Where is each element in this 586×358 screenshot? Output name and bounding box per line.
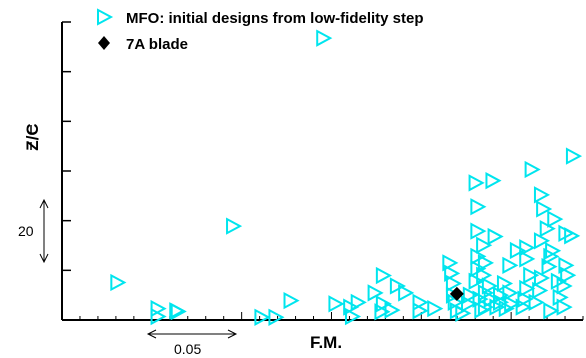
data-points: [110, 29, 583, 326]
diamond-point: [449, 286, 464, 301]
triangle-point: [489, 298, 506, 316]
triangle-point: [398, 284, 415, 302]
triangle-point: [170, 302, 187, 321]
triangle-point: [504, 295, 521, 313]
triangle-point: [344, 307, 362, 326]
triangle-point: [110, 273, 127, 292]
triangle-point: [374, 303, 391, 321]
x-scale-indicator: 0.05: [146, 329, 238, 357]
triangle-point: [528, 293, 545, 312]
triangle-point: [445, 274, 463, 293]
x-scale-arrowhead-left: [146, 329, 157, 339]
triangle-point: [536, 200, 553, 218]
triangle-point: [254, 308, 271, 326]
triangle-point: [412, 302, 429, 320]
triangle-point: [564, 227, 581, 245]
triangle-point: [462, 286, 479, 304]
triangle-point: [524, 160, 541, 179]
triangle-point: [442, 254, 459, 272]
legend-label-mfo: MFO: initial designs from low-fidelity s…: [126, 10, 424, 27]
triangle-point: [384, 301, 401, 319]
triangle-point: [533, 232, 551, 250]
y-scale-arrowhead-bottom: [39, 253, 49, 264]
triangle-point: [226, 217, 243, 235]
triangle-point: [545, 242, 562, 260]
triangle-point: [509, 241, 526, 260]
triangle-point: [560, 266, 577, 284]
triangle-point: [470, 198, 487, 216]
triangle-point: [150, 307, 167, 326]
legend-triangle-marker-icon: [97, 8, 114, 26]
triangle-point: [472, 290, 489, 308]
triangle-point: [367, 284, 384, 302]
triangle-point: [519, 250, 536, 268]
triangle-point: [533, 186, 551, 204]
legend-diamond-marker-icon: [98, 36, 110, 50]
triangle-point: [517, 290, 534, 308]
triangle-point: [502, 256, 519, 275]
triangle-point: [556, 277, 573, 295]
triangle-point: [350, 293, 367, 312]
triangle-point: [547, 210, 564, 228]
triangle-point: [444, 264, 461, 282]
triangle-point: [498, 299, 515, 318]
triangle-point: [476, 236, 493, 254]
legend: MFO: initial designs from low-fidelity s…: [97, 8, 424, 53]
triangle-point: [523, 266, 540, 284]
triangle-point: [543, 247, 560, 266]
triangle-point: [375, 266, 392, 285]
triangle-point: [343, 298, 360, 316]
triangle-point: [468, 174, 485, 192]
triangle-point: [481, 277, 498, 295]
x-axis-ticks: [61, 312, 584, 320]
triangle-point: [485, 172, 502, 190]
triangle-point: [468, 272, 485, 290]
legend-label-7a-blade: 7A blade: [126, 36, 188, 53]
y-axis-label: Z/C: [23, 123, 42, 150]
triangle-point: [283, 291, 300, 310]
triangle-point: [328, 295, 345, 313]
y-axis-title: Z/C: [23, 123, 42, 150]
triangle-point: [558, 256, 575, 275]
triangle-point: [477, 254, 495, 272]
triangle-point: [519, 239, 536, 257]
triangle-point: [389, 277, 406, 295]
triangle-point: [412, 293, 429, 312]
triangle-point: [502, 284, 519, 302]
triangle-point: [427, 299, 444, 318]
triangle-point: [556, 298, 573, 316]
triangle-point: [268, 308, 285, 326]
x-scale-arrowhead-right: [227, 329, 238, 339]
triangle-point: [316, 29, 333, 47]
y-axis-ticks: [62, 21, 71, 321]
triangle-point: [470, 222, 487, 240]
triangle-point: [375, 295, 392, 313]
triangle-point: [541, 257, 558, 276]
triangle-point: [539, 219, 556, 238]
y-scale-indicator: 20: [18, 198, 49, 264]
y-scale-arrowhead-top: [39, 198, 49, 209]
x-scale-label: 0.05: [174, 341, 201, 357]
y-scale-label: 20: [18, 223, 34, 239]
triangle-point: [565, 147, 583, 165]
triangle-point: [519, 279, 536, 298]
x-axis-label: F.M.: [310, 333, 342, 352]
triangle-point: [533, 269, 551, 287]
triangle-point: [532, 281, 549, 300]
triangle-point: [543, 302, 560, 320]
triangle-point: [487, 227, 504, 246]
